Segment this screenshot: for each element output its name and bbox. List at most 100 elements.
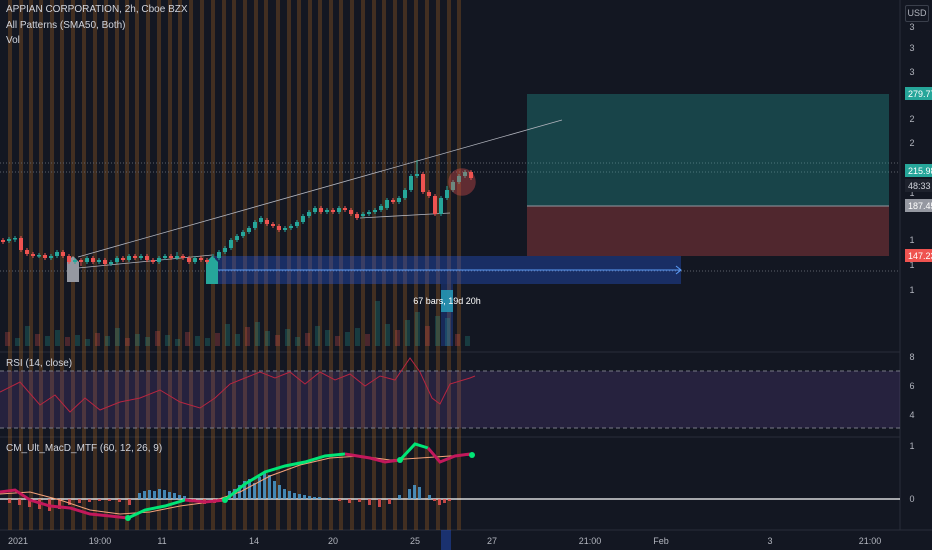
candle (97, 260, 101, 262)
volume-bar (165, 335, 170, 346)
price-axis-tick: 1 (909, 285, 914, 295)
volume-bar (385, 324, 390, 346)
rsi-line (0, 357, 476, 413)
candle (115, 258, 119, 262)
rsi-indicator-label: RSI (14, close) (6, 358, 73, 369)
pattern-band (403, 0, 407, 530)
macd-histogram-bar (308, 496, 311, 499)
macd-histogram-bar (68, 499, 71, 505)
volume-bar (135, 334, 140, 346)
price-axis-tick: 3 (909, 43, 914, 53)
time-axis-tick: 3 (767, 536, 772, 546)
volume-bar (245, 327, 250, 346)
stop-price-tag (905, 249, 932, 262)
target-price-tag (905, 87, 932, 100)
price-axis-tick: 1 (909, 188, 914, 198)
candle (457, 176, 461, 182)
candle (463, 172, 467, 176)
pattern-band (254, 0, 258, 530)
candle (265, 220, 269, 224)
macd-histogram-bar (8, 499, 11, 503)
pattern-band (232, 0, 236, 530)
bar-countdown-tag-text: 48:33 (908, 181, 931, 191)
volume-bar (295, 337, 300, 346)
volume-bar (395, 330, 400, 346)
candle (433, 196, 437, 214)
volume-bar (105, 336, 110, 346)
candle (145, 256, 149, 260)
macd-histogram-bar (378, 499, 381, 507)
volume-bar (175, 339, 180, 346)
candle (217, 252, 221, 258)
macd-histogram-bar (413, 485, 416, 499)
candle (421, 174, 425, 192)
candle (241, 232, 245, 236)
candle (61, 252, 65, 256)
pattern-band (60, 0, 64, 530)
volume-bar (435, 316, 440, 346)
candle (19, 238, 23, 250)
pattern-band (414, 0, 418, 530)
volume-indicator-label: Vol (6, 35, 20, 46)
macd-histogram-bar (173, 493, 176, 499)
pattern-band (50, 0, 54, 530)
pattern-band (243, 0, 247, 530)
volume-bar (365, 334, 370, 346)
candle (415, 174, 419, 176)
candle (397, 198, 401, 202)
stop-price-tag-text: 147.23 (908, 251, 932, 261)
candle (307, 212, 311, 216)
candle (121, 258, 125, 260)
macd-histogram-bar (418, 487, 421, 499)
macd-histogram-bar (158, 489, 161, 499)
pattern-band (308, 0, 312, 530)
pattern-band (168, 0, 172, 530)
candle (85, 258, 89, 262)
price-axis-tick: 2 (909, 114, 914, 124)
volume-bar (275, 335, 280, 346)
macd-histogram-bar (433, 499, 436, 501)
volume-bar (225, 324, 230, 346)
volume-bar (415, 312, 420, 346)
candle (31, 254, 35, 256)
rsi-axis-tick: 8 (909, 352, 914, 362)
pattern-band (93, 0, 97, 530)
pattern-band (382, 0, 386, 530)
macd-histogram-bar (273, 481, 276, 499)
pattern-band (276, 0, 280, 530)
candle (403, 190, 407, 198)
macd-histogram-bar (388, 499, 391, 504)
volume-bar (215, 333, 220, 346)
volume-bar (335, 336, 340, 346)
macd-cross-dot (397, 457, 403, 463)
candle (319, 208, 323, 212)
candle (199, 258, 203, 260)
candle (247, 228, 251, 232)
range-label: 67 bars, 19d 20h (413, 296, 481, 306)
candle (79, 260, 83, 262)
volume-bar (115, 328, 120, 346)
candle (157, 258, 161, 262)
pattern-band (457, 0, 461, 530)
macd-histogram-bar (288, 491, 291, 499)
pattern-band (178, 0, 182, 530)
pattern-band (447, 0, 451, 530)
volume-bar (285, 329, 290, 346)
candle (331, 210, 335, 212)
pattern-band (329, 0, 333, 530)
macd-histogram-bar (443, 499, 446, 503)
candle (109, 262, 113, 264)
time-axis-tick: 21:00 (859, 536, 882, 546)
pattern-marker (206, 256, 218, 284)
macd-histogram-bar (163, 490, 166, 499)
volume-bar (65, 337, 70, 346)
price-axis-tick: 3 (909, 22, 914, 32)
macd-histogram-bar (88, 499, 91, 502)
volume-bar (375, 301, 380, 346)
macd-histogram-bar (278, 485, 281, 499)
currency-button[interactable]: USD (905, 5, 929, 22)
pattern-band (393, 0, 397, 530)
macd-histogram-bar (338, 499, 341, 501)
candle (73, 260, 77, 262)
